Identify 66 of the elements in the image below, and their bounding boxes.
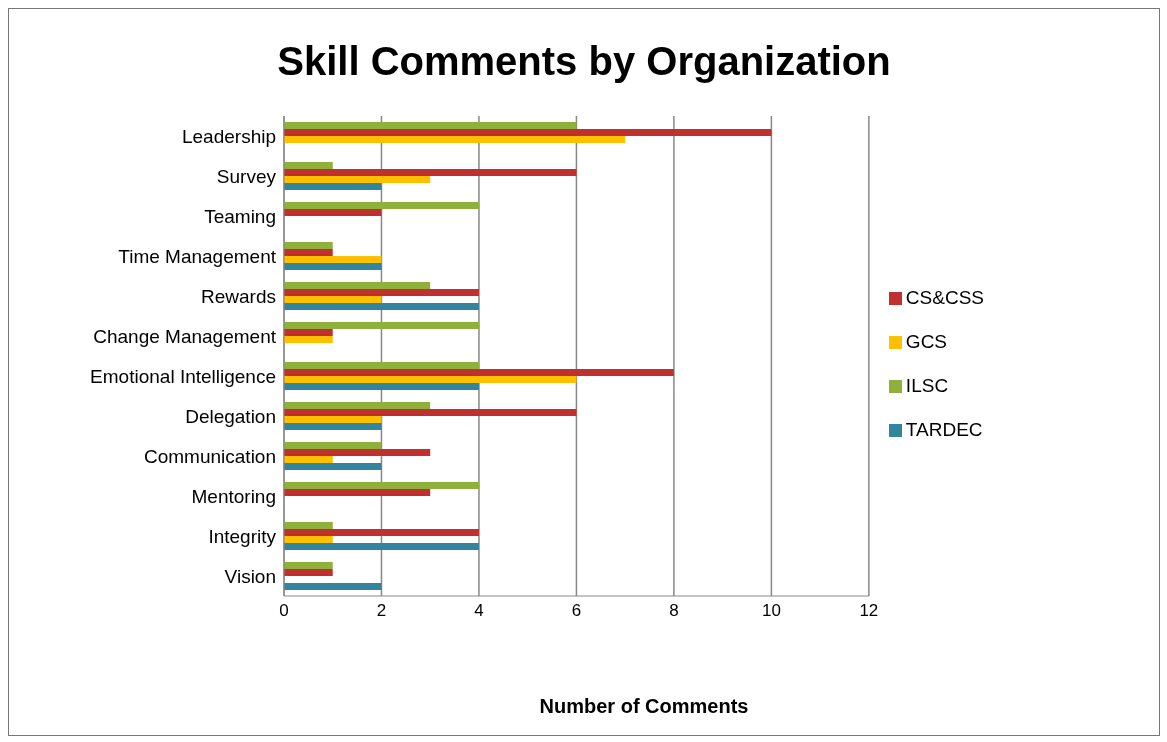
bar: [284, 562, 333, 569]
bar: [284, 456, 333, 463]
y-tick-label: Leadership: [181, 125, 276, 147]
bar: [284, 362, 479, 369]
bar: [284, 136, 626, 143]
x-tick-label: 8: [669, 601, 679, 621]
bar: [284, 129, 772, 136]
y-tick-label: Delegation: [185, 405, 276, 427]
bar: [284, 449, 431, 456]
bar: [284, 329, 333, 336]
x-tick-label: 0: [279, 601, 289, 621]
bar: [284, 569, 333, 576]
y-tick-label: Vision: [224, 565, 276, 587]
y-tick-label: Survey: [216, 165, 277, 187]
bar: [284, 256, 382, 263]
x-tick-label: 6: [571, 601, 582, 621]
chart-title: Skill Comments by Organization: [276, 38, 892, 85]
bar: [284, 522, 333, 529]
bar: [284, 242, 333, 249]
y-tick-label: Change Management: [93, 325, 277, 347]
legend-label: GCS: [905, 330, 948, 352]
bar: [284, 303, 479, 310]
legend-label: TARDEC: [905, 418, 983, 440]
bar: [284, 369, 674, 376]
bar: [284, 249, 333, 256]
y-tick-label: Integrity: [208, 525, 277, 547]
bar: [284, 122, 577, 129]
bar: [284, 336, 333, 343]
x-tick-label: 4: [474, 601, 484, 621]
y-tick-label: Rewards: [201, 285, 276, 307]
y-tick-label: Communication: [144, 445, 276, 467]
bar: [284, 282, 431, 289]
bar: [284, 536, 333, 543]
bar: [284, 402, 431, 409]
bar: [284, 263, 382, 270]
bar: [284, 376, 577, 383]
bar: [284, 209, 382, 216]
bar: [284, 202, 479, 209]
bar: [284, 463, 382, 470]
bar: [284, 162, 333, 169]
bar: [284, 482, 479, 489]
x-tick-label: 2: [376, 601, 387, 621]
bar: [284, 383, 479, 390]
bar: [284, 489, 431, 496]
bar: [284, 416, 382, 423]
y-tick-label: Time Management: [118, 245, 277, 267]
bar: [284, 543, 479, 550]
bar: [284, 296, 382, 303]
bar: [284, 169, 577, 176]
bar: [284, 529, 479, 536]
bar: [284, 583, 382, 590]
y-tick-label: Emotional Intelligence: [90, 365, 276, 387]
bar: [284, 442, 382, 449]
x-tick-label: 10: [761, 601, 781, 621]
y-tick-label: Teaming: [204, 205, 276, 227]
x-tick-label: 12: [859, 601, 879, 621]
bar: [284, 322, 479, 329]
bar: [284, 409, 577, 416]
bar: [284, 423, 382, 430]
bar: [284, 183, 382, 190]
legend-label: CS&CSS: [905, 286, 984, 308]
bar: [284, 289, 479, 296]
y-tick-label: Mentoring: [191, 485, 276, 507]
bar: [284, 176, 431, 183]
x-axis-title: Number of Comments: [538, 695, 750, 718]
legend-label: ILSC: [905, 374, 949, 396]
